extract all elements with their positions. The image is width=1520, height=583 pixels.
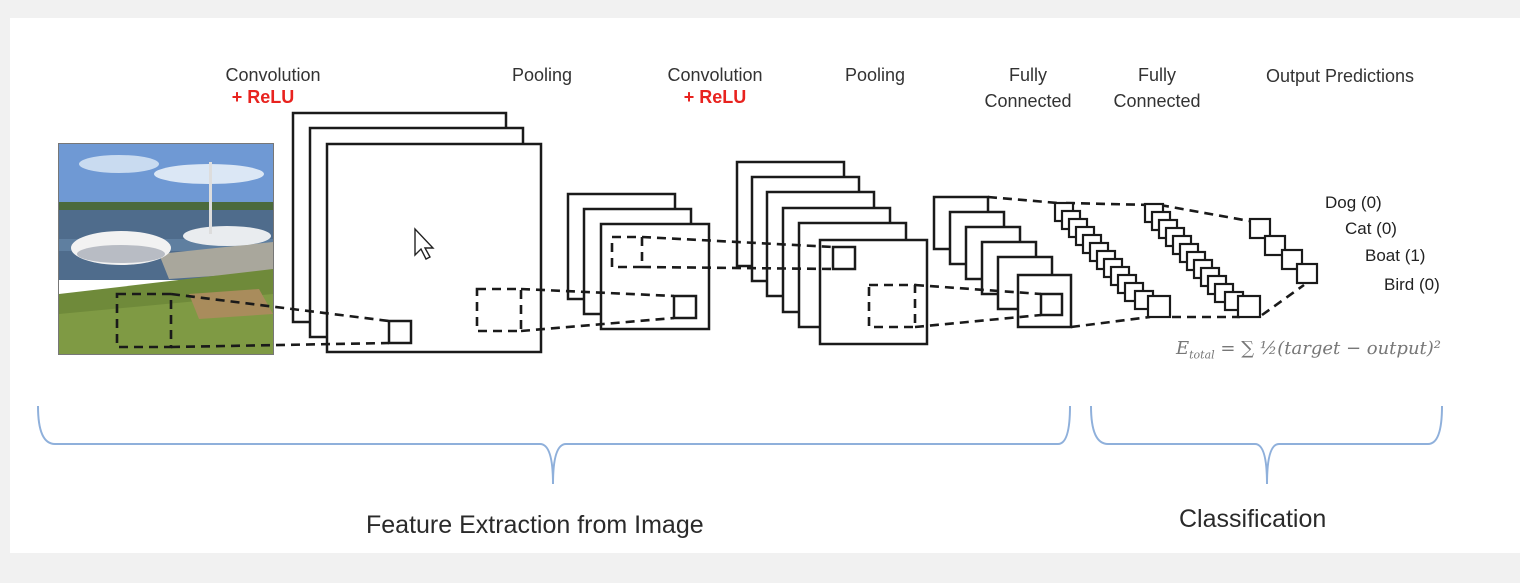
conv2-label: Convolution + ReLU bbox=[645, 62, 785, 110]
conv1-title: Convolution bbox=[225, 65, 321, 85]
pool2-label: Pooling bbox=[844, 65, 906, 85]
class-label-boat: Boat (1) bbox=[1365, 246, 1426, 265]
fc2-neuron bbox=[1236, 294, 1262, 319]
class-label-cat: Cat (0) bbox=[1345, 219, 1397, 238]
conv1-kernel-square bbox=[387, 319, 413, 345]
conv1-relu-label: + ReLU bbox=[231, 87, 295, 107]
conv2-title: Convolution bbox=[667, 65, 763, 85]
image-receptive-field bbox=[115, 292, 173, 349]
fc1-label: Fully Connected bbox=[968, 62, 1088, 114]
pool1-label: Pooling bbox=[511, 65, 573, 85]
classification-brace bbox=[1090, 405, 1443, 485]
conv1-label: Convolution + ReLU bbox=[203, 62, 343, 110]
conv2-relu-label: + ReLU bbox=[683, 87, 747, 107]
conv2-receptive-field bbox=[867, 283, 917, 329]
boat-photo bbox=[59, 144, 273, 354]
fc1-label-line2: Connected bbox=[984, 91, 1072, 111]
conv1-receptive-field bbox=[475, 287, 523, 333]
fc2-label: Fully Connected bbox=[1097, 62, 1217, 114]
pool2-kernel-square bbox=[1039, 292, 1064, 317]
loss-formula: Etotal = ∑ ½(target − output)² bbox=[1176, 338, 1441, 362]
feature-extraction-brace bbox=[37, 405, 1071, 485]
output-neuron-dog bbox=[1248, 217, 1272, 240]
conv2-kernel-square bbox=[831, 245, 857, 271]
fc1-label-line1: Fully bbox=[1008, 65, 1047, 85]
feature-extraction-title: Feature Extraction from Image bbox=[366, 511, 704, 539]
output-neuron-bird bbox=[1295, 262, 1319, 285]
pool1-kernel-square bbox=[672, 294, 698, 320]
classification-title: Classification bbox=[1179, 505, 1327, 533]
output-neuron-cat bbox=[1263, 234, 1287, 257]
formula-subscript: total bbox=[1189, 348, 1215, 362]
pool1-receptive-field bbox=[610, 235, 644, 269]
class-label-bird: Bird (0) bbox=[1384, 275, 1440, 294]
fc1-neuron bbox=[1146, 294, 1172, 319]
fc2-label-line2: Connected bbox=[1113, 91, 1201, 111]
conv1-map-3 bbox=[325, 142, 543, 354]
mouse-cursor-icon bbox=[414, 227, 435, 260]
output-predictions-label: Output Predictions bbox=[1265, 66, 1415, 86]
input-image bbox=[58, 143, 274, 355]
fc2-label-line1: Fully bbox=[1137, 65, 1176, 85]
formula-body: = ∑ ½(target − output)² bbox=[1214, 338, 1442, 359]
class-label-dog: Dog (0) bbox=[1325, 193, 1382, 212]
formula-e: E bbox=[1176, 338, 1190, 359]
